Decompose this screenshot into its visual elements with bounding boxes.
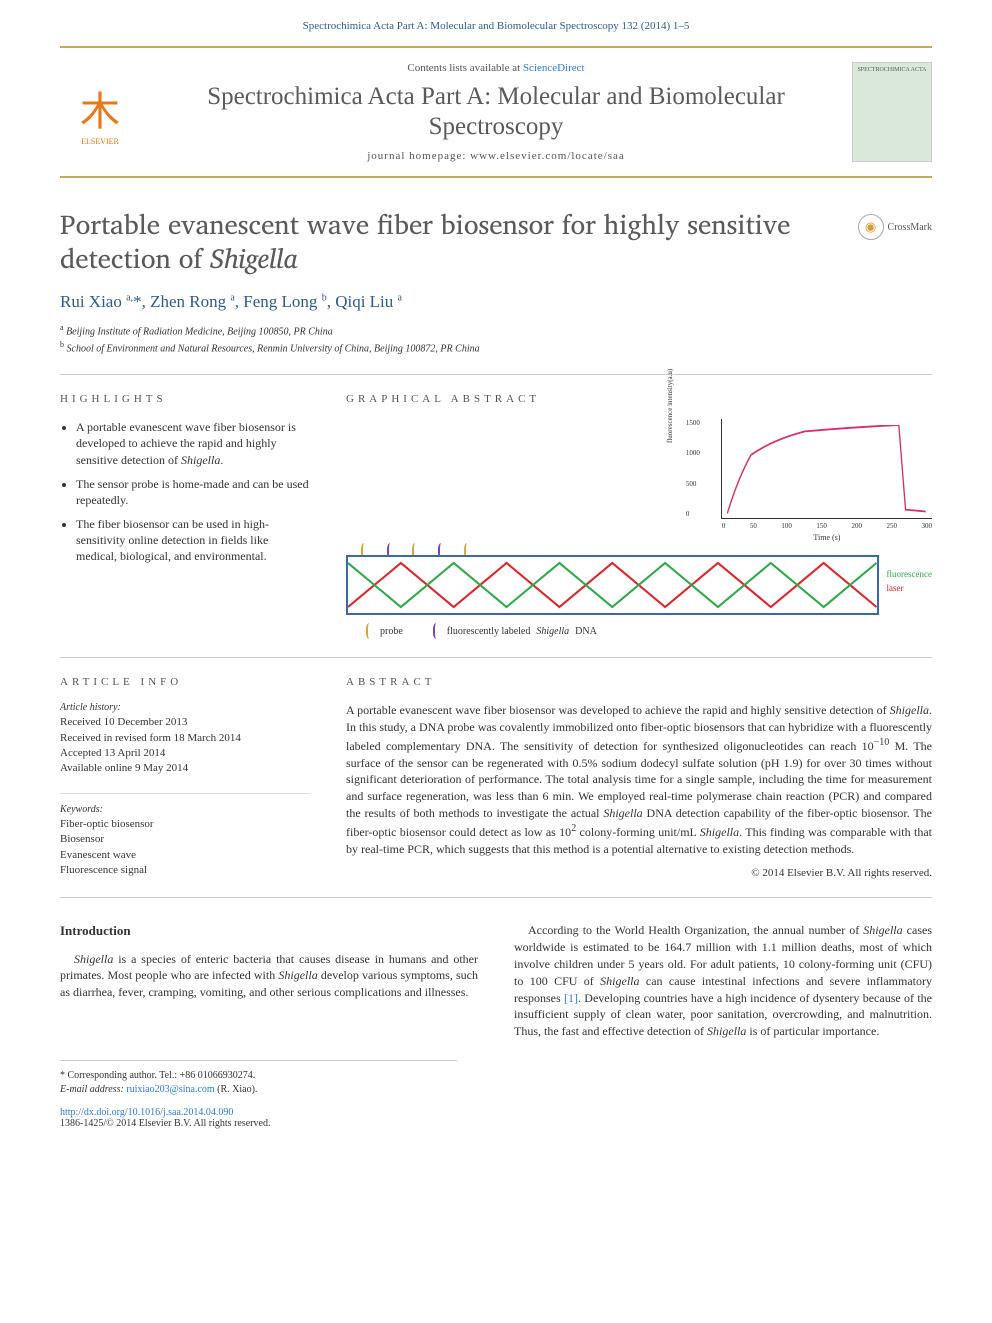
history-label: Article history: <box>60 702 310 713</box>
history-item: Accepted 13 April 2014 <box>60 746 310 761</box>
affiliation-b: School of Environment and Natural Resour… <box>67 343 480 354</box>
journal-homepage-url[interactable]: www.elsevier.com/locate/saa <box>470 150 625 162</box>
abstract-section: ABSTRACT A portable evanescent wave fibe… <box>346 676 932 879</box>
email-suffix: (R. Xiao). <box>217 1084 257 1095</box>
citation-line: Spectrochimica Acta Part A: Molecular an… <box>0 0 992 46</box>
corresponding-author-note: * Corresponding author. Tel.: +86 010669… <box>60 1069 457 1083</box>
highlights-section: HIGHLIGHTS A portable evanescent wave fi… <box>60 393 310 639</box>
highlight-item: The fiber biosensor can be used in high-… <box>76 516 310 565</box>
graphical-abstract-section: GRAPHICAL ABSTRACT <box>346 393 932 639</box>
keyword-item: Evanescent wave <box>60 848 310 863</box>
ga-laser-label: laser <box>887 581 932 595</box>
corresponding-email[interactable]: ruixiao203@sina.com <box>126 1084 214 1095</box>
author-list: Rui Xiao a,*, Zhen Rong a, Feng Long b, … <box>60 292 932 312</box>
homepage-prefix: journal homepage: <box>367 150 470 162</box>
graphical-abstract-figure: 150010005000 050100150200250300 Time (s)… <box>346 419 932 639</box>
doi-link[interactable]: http://dx.doi.org/10.1016/j.saa.2014.04.… <box>60 1107 932 1118</box>
ga-y-ticks: 150010005000 <box>686 419 700 518</box>
ga-curve-svg <box>724 425 926 516</box>
ga-fluorescence-chart: 150010005000 050100150200250300 Time (s)… <box>721 419 932 519</box>
dna-icon <box>433 623 441 639</box>
footnotes: * Corresponding author. Tel.: +86 010669… <box>60 1060 457 1097</box>
divider <box>60 793 310 794</box>
abstract-heading: ABSTRACT <box>346 676 932 688</box>
history-item: Available online 9 May 2014 <box>60 761 310 776</box>
publisher-logo-label: ELSEVIER <box>81 137 119 146</box>
article-info-heading: ARTICLE INFO <box>60 676 310 688</box>
highlight-item: A portable evanescent wave fiber biosens… <box>76 419 310 468</box>
ga-fiber-labels: fluorescence laser <box>887 567 932 596</box>
ga-legend-dna: fluorescently labeled Shigella DNA <box>447 626 597 637</box>
highlights-list: A portable evanescent wave fiber biosens… <box>60 419 310 565</box>
history-item: Received in revised form 18 March 2014 <box>60 731 310 746</box>
journal-homepage-line: journal homepage: www.elsevier.com/locat… <box>154 150 838 162</box>
divider <box>60 657 932 658</box>
abstract-text: A portable evanescent wave fiber biosens… <box>346 702 932 857</box>
affiliations: a Beijing Institute of Radiation Medicin… <box>60 322 932 357</box>
ga-fluorescence-label: fluorescence <box>887 567 932 581</box>
ga-legend-probe: probe <box>380 626 403 637</box>
graphical-abstract-heading: GRAPHICAL ABSTRACT <box>346 393 932 405</box>
ga-x-label: Time (s) <box>722 533 932 542</box>
journal-name: Spectrochimica Acta Part A: Molecular an… <box>154 82 838 142</box>
article-info-section: ARTICLE INFO Article history: Received 1… <box>60 676 310 879</box>
keyword-item: Fiber-optic biosensor <box>60 817 310 832</box>
journal-masthead: ⽊ ELSEVIER Contents lists available at S… <box>60 46 932 178</box>
crossmark-icon: ◉ <box>858 214 884 240</box>
intro-paragraph-1: Shigella is a species of enteric bacteri… <box>60 951 478 1001</box>
article-title: Portable evanescent wave fiber biosensor… <box>60 208 932 276</box>
contents-prefix: Contents lists available at <box>407 62 522 74</box>
publisher-logo: ⽊ ELSEVIER <box>60 67 140 157</box>
probe-icon <box>366 623 374 639</box>
contents-list-line: Contents lists available at ScienceDirec… <box>154 62 838 74</box>
ga-y-label: fluorescence intensity(a.u) <box>666 368 674 442</box>
reference-link[interactable]: [1] <box>564 991 578 1005</box>
history-item: Received 10 December 2013 <box>60 715 310 730</box>
sciencedirect-link[interactable]: ScienceDirect <box>523 62 585 74</box>
divider <box>60 374 932 375</box>
crossmark-label: CrossMark <box>888 222 932 233</box>
article-body: Introduction Shigella is a species of en… <box>60 922 932 1040</box>
crossmark-badge[interactable]: ◉ CrossMark <box>858 214 932 240</box>
issn-copyright: 1386-1425/© 2014 Elsevier B.V. All right… <box>60 1118 932 1129</box>
keyword-item: Fluorescence signal <box>60 863 310 878</box>
article-history: Received 10 December 2013 Received in re… <box>60 715 310 777</box>
abstract-copyright: © 2014 Elsevier B.V. All rights reserved… <box>346 867 932 879</box>
highlights-heading: HIGHLIGHTS <box>60 393 310 405</box>
ga-fiber-svg <box>348 557 877 613</box>
highlight-item: The sensor probe is home-made and can be… <box>76 476 310 508</box>
divider <box>60 897 932 898</box>
affiliation-a: Beijing Institute of Radiation Medicine,… <box>66 326 333 337</box>
ga-x-ticks: 050100150200250300 <box>722 522 932 530</box>
ga-fiber-diagram <box>346 555 879 615</box>
keywords-list: Fiber-optic biosensor Biosensor Evanesce… <box>60 817 310 879</box>
footer: http://dx.doi.org/10.1016/j.saa.2014.04.… <box>60 1107 932 1129</box>
keywords-label: Keywords: <box>60 804 310 815</box>
journal-cover-thumbnail: SPECTROCHIMICA ACTA <box>852 62 932 162</box>
email-label: E-mail address: <box>60 1084 124 1095</box>
intro-paragraph-2: According to the World Health Organizati… <box>514 922 932 1040</box>
ga-legend: probe fluorescently labeled Shigella DNA <box>346 623 932 639</box>
keyword-item: Biosensor <box>60 832 310 847</box>
introduction-heading: Introduction <box>60 922 478 940</box>
elsevier-tree-icon: ⽊ <box>80 79 120 137</box>
